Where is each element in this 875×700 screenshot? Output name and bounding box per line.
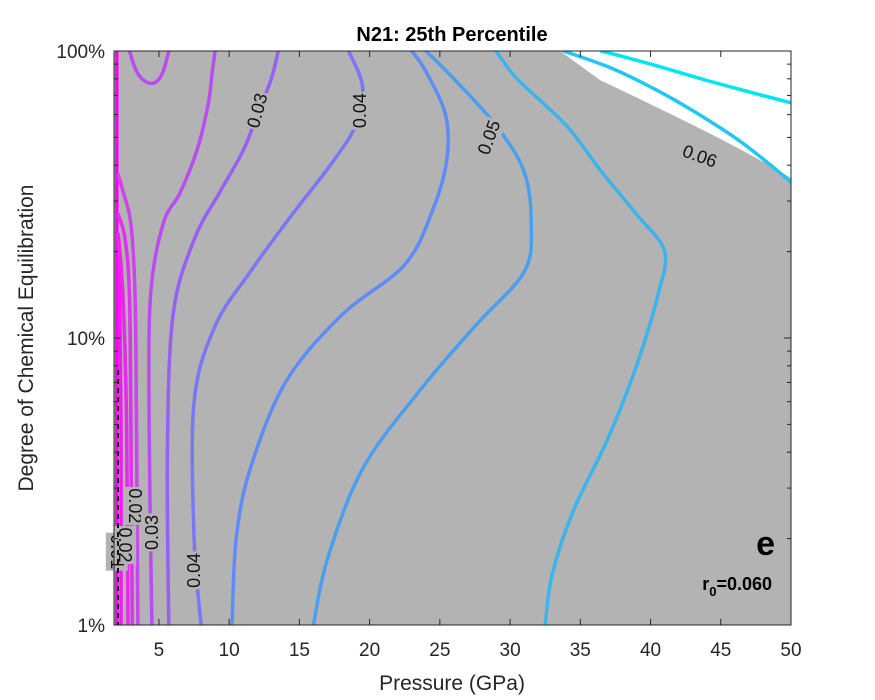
r0-annotation: r0=0.060 [702, 574, 772, 599]
x-tick-label: 15 [289, 640, 310, 661]
x-tick-label: 25 [429, 640, 450, 661]
contour-label-5: 0.03 [142, 515, 162, 550]
contour-line-5 [147, 51, 217, 625]
panel-letter: e [756, 525, 775, 563]
y-tick-label: 100% [56, 42, 105, 63]
contour-label-bg-4 [124, 486, 147, 525]
contour-line-13 [599, 51, 791, 105]
y-axis-title: Degree of Chemical Equilibration [15, 185, 38, 492]
x-tick-label: 20 [359, 640, 380, 661]
r0-prefix: r [702, 574, 709, 594]
contour-label-4: 0.02 [125, 488, 145, 523]
y-axis: 1% 10% 100% [56, 42, 791, 637]
x-axis: 5 10 15 20 25 30 35 40 45 50 [154, 51, 802, 661]
y-tick-label: 10% [67, 329, 105, 350]
contour-line-11 [494, 51, 668, 625]
x-tick-label: 40 [640, 640, 661, 661]
plot-area: 0.010.020.020.030.030.040.040.050.06 [105, 50, 792, 626]
contour-line-9 [230, 51, 451, 625]
x-tick-label: 30 [500, 640, 521, 661]
contour-label-1: 0.02 [115, 527, 135, 562]
contour-label-bg-8 [348, 91, 371, 130]
contour-label-bg-12 [678, 139, 722, 174]
contour-label-bg-1 [114, 526, 137, 564]
contour-label-bg-5 [140, 513, 163, 552]
r0-value: =0.060 [716, 574, 772, 594]
plot-background [114, 51, 791, 625]
y-tick-label: 1% [78, 616, 106, 637]
contour-label-bg-9 [183, 551, 206, 590]
x-tick-label: 35 [570, 640, 591, 661]
r0-subscript: 0 [709, 584, 716, 599]
x-axis-title: Pressure (GPa) [379, 672, 525, 695]
contour-line-6 [127, 51, 171, 86]
x-tick-label: 45 [710, 640, 731, 661]
contour-label-8: 0.04 [350, 93, 370, 128]
contour-label-bg-7 [241, 89, 273, 132]
chart-title: N21: 25th Percentile [356, 24, 547, 46]
contour-label-bg-10 [472, 115, 506, 160]
contour-label-9: 0.04 [184, 553, 204, 588]
x-tick-label: 50 [780, 640, 801, 661]
x-tick-label: 10 [219, 640, 240, 661]
contour-line-12 [561, 51, 791, 184]
x-tick-label: 5 [154, 640, 165, 661]
unfilled-region [560, 51, 791, 178]
